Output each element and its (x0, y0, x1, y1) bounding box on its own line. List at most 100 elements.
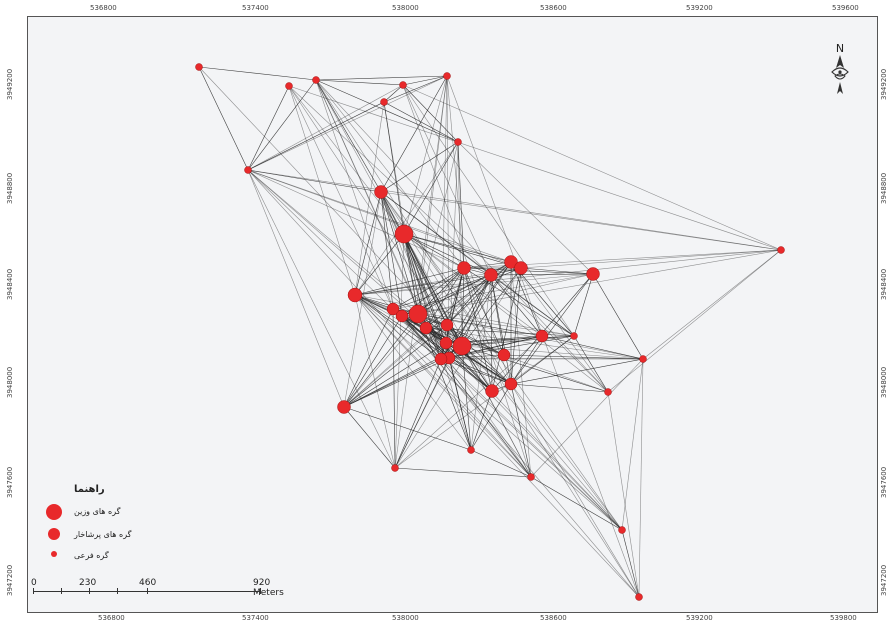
network-edge (463, 267, 575, 337)
branching-node (484, 268, 498, 282)
branching-node (395, 309, 409, 323)
network-edge (380, 191, 447, 344)
network-edge (394, 357, 450, 469)
network-edge (403, 233, 419, 315)
branching-node (419, 321, 433, 335)
network-edge (343, 261, 512, 408)
network-edge (403, 233, 543, 337)
network-edge (247, 101, 385, 171)
network-edge (380, 191, 782, 251)
network-edge (490, 274, 493, 392)
secondary-node (467, 446, 475, 454)
network-edge (463, 267, 594, 275)
secondary-node (443, 72, 451, 80)
small-node-swatch (51, 551, 57, 557)
secondary-node (604, 388, 612, 396)
network-edge (343, 406, 396, 469)
network-edge (343, 313, 419, 408)
legend-title: راهنما (74, 484, 105, 495)
weighted-node (394, 224, 414, 244)
network-edge (425, 274, 492, 329)
network-edge (440, 358, 512, 385)
network-edge (470, 383, 512, 451)
network-edge (354, 141, 459, 296)
network-edge (247, 169, 532, 478)
network-edge (403, 233, 465, 269)
bottom-tick-label: 538600 (540, 614, 567, 622)
secondary-node (399, 81, 407, 89)
network-edge (402, 75, 448, 86)
network-edge (354, 294, 450, 359)
network-edge (343, 315, 403, 408)
network-edge (403, 233, 512, 263)
large-node-swatch (46, 504, 62, 520)
network-edge (403, 233, 609, 393)
network-edge (380, 191, 448, 326)
network-edge (247, 169, 345, 408)
network-edge (380, 191, 403, 317)
network-edge (198, 66, 317, 81)
network-edge (288, 85, 492, 276)
network-edge (461, 345, 472, 451)
network-edge (354, 294, 419, 315)
secondary-node (777, 246, 785, 254)
branching-node (535, 329, 549, 343)
secondary-node (244, 166, 252, 174)
branching-node (514, 261, 528, 275)
network-edge (392, 308, 396, 469)
network-edge (343, 357, 450, 408)
network-edge (417, 141, 459, 315)
network-edge (247, 75, 448, 171)
network-edge (315, 79, 394, 310)
network-edge (457, 141, 594, 275)
network-edge (288, 85, 394, 310)
network-edge (354, 249, 782, 296)
weighted-node (408, 304, 428, 324)
network-edge (380, 191, 623, 531)
network-edge (198, 66, 463, 347)
network-edge (403, 233, 450, 359)
bottom-tick-label: 539800 (830, 614, 857, 622)
right-tick-label: 3947200 (880, 564, 888, 596)
network-edge (354, 233, 405, 296)
network-edge (425, 327, 493, 392)
network-edge (402, 84, 492, 276)
right-tick-label: 3947600 (880, 466, 888, 498)
network-edge (461, 267, 522, 347)
network-edge (402, 84, 459, 143)
branching-node (457, 261, 471, 275)
secondary-node (380, 98, 388, 106)
scale-label: 460 (139, 578, 157, 588)
branching-node (440, 318, 454, 332)
left-tick-label: 3948400 (6, 268, 14, 300)
branching-node (439, 336, 453, 350)
network-edge (490, 274, 609, 393)
left-tick-label: 3949200 (6, 68, 14, 100)
network-edge (394, 335, 543, 469)
network-edge (247, 169, 522, 269)
network-edge (247, 169, 782, 251)
network-edge (541, 335, 644, 360)
network-edge (520, 267, 594, 275)
network-edge (315, 75, 448, 81)
network-edge (315, 79, 382, 193)
network-edge (448, 357, 512, 385)
bottom-tick-label: 539200 (686, 614, 713, 622)
network-edge (343, 274, 492, 408)
network-edge (440, 358, 623, 531)
network-edge (490, 274, 543, 337)
network-edge (247, 79, 317, 171)
network-edge (446, 75, 450, 359)
network-edge (392, 308, 640, 598)
bottom-tick-label: 536800 (98, 614, 125, 622)
network-edge (394, 358, 442, 469)
network-edge (638, 358, 644, 598)
network-edge (247, 169, 465, 269)
scale-tick (147, 588, 148, 594)
scale-label: 0 (31, 578, 37, 588)
secondary-node (527, 473, 535, 481)
network-edge (448, 357, 472, 451)
network-edge (417, 313, 644, 360)
network-edge (343, 308, 394, 408)
network-edge (470, 390, 493, 451)
